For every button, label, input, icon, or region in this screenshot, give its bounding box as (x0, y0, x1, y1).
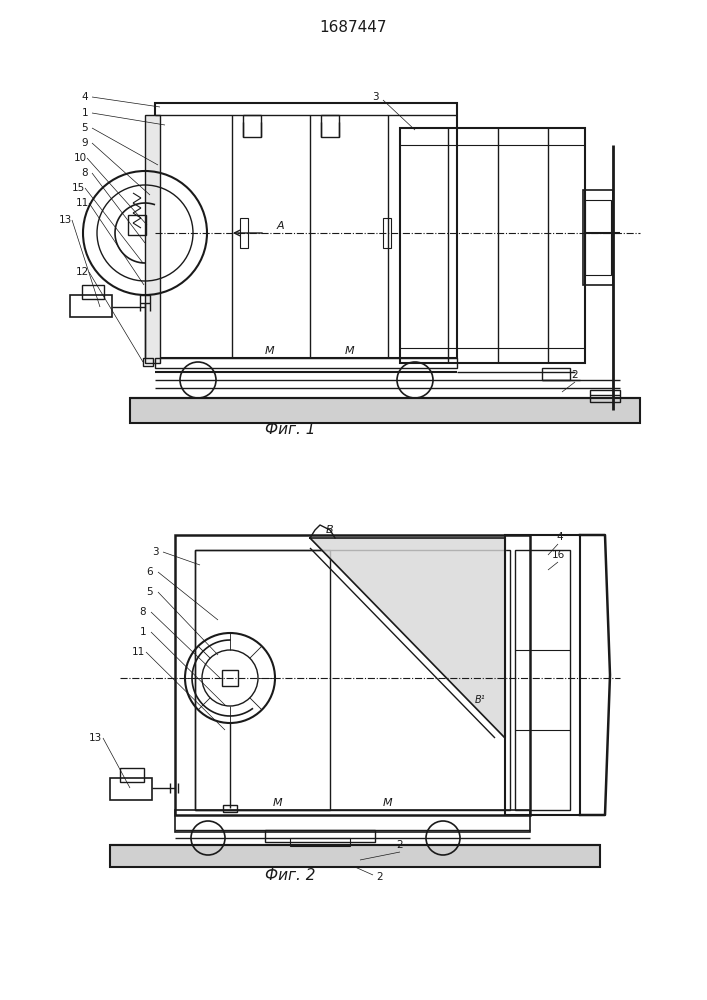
Text: 16: 16 (551, 550, 565, 560)
Bar (505, 535, 580, 815)
Text: 3: 3 (372, 92, 378, 102)
Text: M: M (265, 346, 275, 356)
Bar (82, 285, 104, 299)
Bar (585, 200, 611, 275)
Bar (120, 768, 144, 782)
Bar (542, 368, 570, 380)
Bar (222, 670, 238, 686)
Text: B: B (326, 525, 334, 535)
Text: 12: 12 (76, 267, 88, 277)
Text: A: A (276, 221, 284, 231)
Bar (128, 215, 146, 235)
Text: 8: 8 (82, 168, 88, 178)
Text: M: M (383, 798, 393, 808)
Bar (243, 115, 261, 137)
Text: 11: 11 (132, 647, 145, 657)
Bar (590, 390, 620, 402)
Text: 2: 2 (397, 840, 403, 850)
Bar (110, 845, 600, 867)
Text: 8: 8 (140, 607, 146, 617)
Text: 2: 2 (572, 370, 578, 380)
Text: M: M (273, 798, 283, 808)
Bar (155, 358, 457, 368)
Text: 9: 9 (82, 138, 88, 148)
Text: 6: 6 (146, 567, 153, 577)
Bar (321, 115, 339, 137)
Text: Фиг. 2: Фиг. 2 (264, 867, 315, 882)
Text: 4: 4 (556, 532, 563, 542)
Text: 1: 1 (82, 108, 88, 118)
Text: 2: 2 (377, 872, 383, 882)
Bar (155, 103, 457, 358)
Text: 1: 1 (140, 627, 146, 637)
Bar (400, 128, 585, 363)
Bar (195, 550, 330, 810)
Text: M: M (345, 346, 355, 356)
Bar (195, 550, 510, 810)
Text: 4: 4 (82, 92, 88, 102)
Bar (175, 535, 530, 815)
Bar (240, 218, 248, 248)
Polygon shape (310, 538, 505, 738)
Bar (145, 115, 160, 363)
Bar (383, 218, 391, 248)
Bar (223, 805, 237, 812)
Bar (290, 838, 350, 846)
Text: Фиг. 1: Фиг. 1 (264, 422, 315, 438)
Text: 10: 10 (74, 153, 86, 163)
Bar (265, 830, 375, 842)
Text: B¹: B¹ (474, 695, 485, 705)
Text: 5: 5 (146, 587, 153, 597)
Text: 3: 3 (152, 547, 158, 557)
Text: 13: 13 (88, 733, 102, 743)
Text: 1687447: 1687447 (320, 20, 387, 35)
Bar (140, 295, 150, 303)
Bar (130, 398, 640, 423)
Bar (143, 358, 153, 366)
Bar (175, 810, 530, 832)
Text: 11: 11 (76, 198, 88, 208)
Bar (70, 295, 112, 317)
Text: 5: 5 (82, 123, 88, 133)
Bar (515, 550, 570, 810)
Text: 15: 15 (71, 183, 85, 193)
Bar (110, 778, 152, 800)
Text: 13: 13 (59, 215, 71, 225)
Bar (583, 190, 613, 285)
